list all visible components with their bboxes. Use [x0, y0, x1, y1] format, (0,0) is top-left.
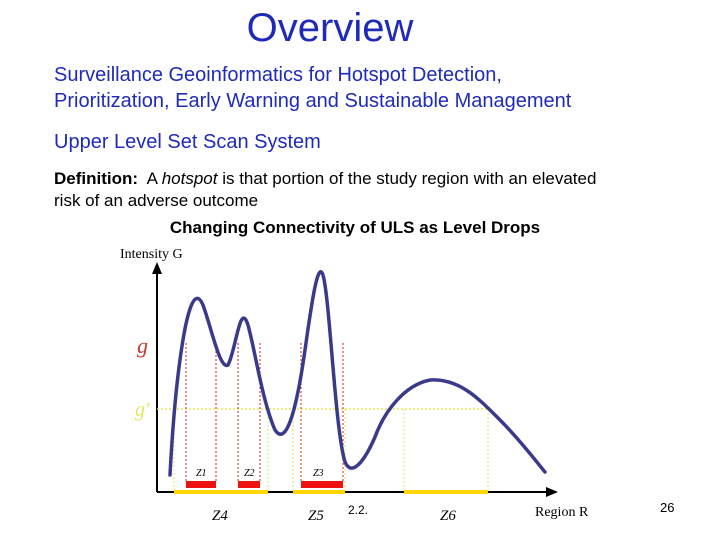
x-axis-arrow [546, 487, 558, 497]
zone-label-z6: Z6 [440, 508, 456, 524]
zone-bar-z1 [186, 481, 216, 488]
page-number: 26 [660, 500, 675, 515]
zone-bar-z2 [238, 481, 260, 488]
zone-bar-z4 [174, 490, 268, 494]
x-axis-label: Region R [535, 505, 589, 520]
stray-text: 2.2. [348, 503, 369, 517]
zone-label-z2: Z2 [244, 468, 255, 479]
level-g-prime-label: g' [135, 399, 150, 421]
diagram-title: Changing Connectivity of ULS as Level Dr… [169, 218, 541, 237]
definition-rest: is that portion of the study region with… [222, 169, 597, 188]
slide-title: Overview [246, 6, 414, 50]
definition-pre: A [146, 169, 157, 188]
zone-bar-z3 [301, 481, 343, 488]
heading-line-1: Surveillance Geoinformatics for Hotspot … [54, 64, 502, 86]
zone-guides-yellow [173, 409, 489, 492]
zone-label-z5: Z5 [308, 508, 324, 524]
heading-line-3: Upper Level Set Scan System [54, 131, 321, 153]
heading-line-2: Prioritization, Early Warning and Sustai… [54, 90, 572, 112]
zone-label-z3: Z3 [313, 468, 324, 479]
zone-guides-red [185, 343, 344, 483]
zone-label-z1: Z1 [196, 468, 207, 479]
y-axis-arrow [152, 262, 162, 274]
definition-label: Definition: [54, 169, 139, 188]
level-g-label: g [137, 333, 148, 358]
zone-label-z4: Z4 [212, 508, 228, 524]
definition-line-2: risk of an adverse outcome [54, 191, 259, 210]
y-axis-label: Intensity G [120, 247, 183, 262]
definition-text: Definition: A hotspot is that portion of… [54, 168, 704, 212]
definition-term: hotspot [161, 169, 218, 188]
zone-bar-z5 [293, 490, 345, 494]
zone-bar-z6 [404, 490, 488, 494]
intensity-curve [168, 270, 547, 477]
